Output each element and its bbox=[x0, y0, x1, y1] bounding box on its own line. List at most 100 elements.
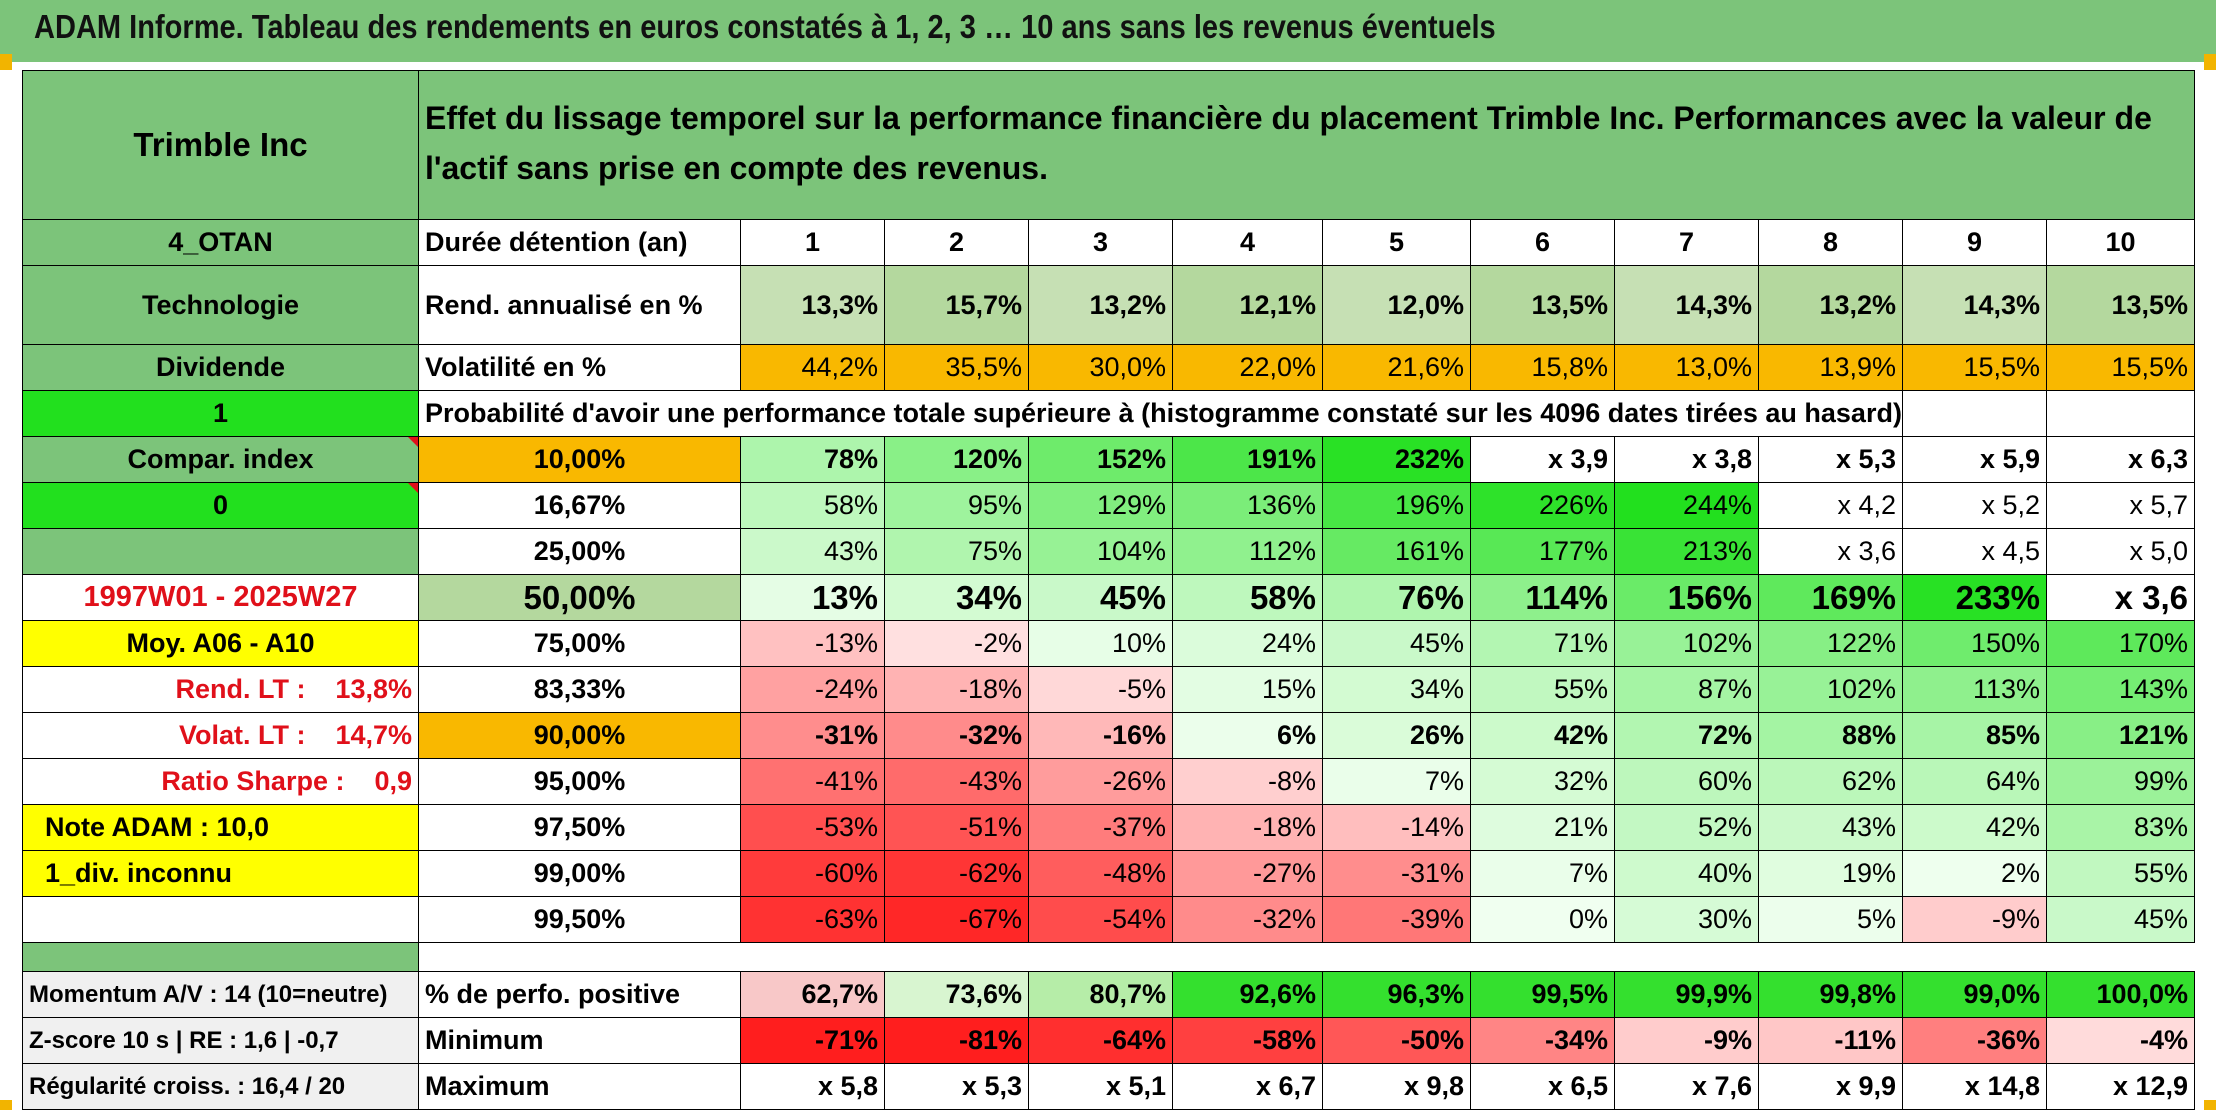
positive-perf-cell: 99,9% bbox=[1614, 971, 1759, 1018]
quantile-cell: 177% bbox=[1470, 528, 1615, 575]
quantile-cell: 42% bbox=[1470, 712, 1615, 759]
minimum-cell: -9% bbox=[1614, 1017, 1759, 1064]
blank-label-cell bbox=[22, 528, 419, 575]
quantile-cell: x 3,8 bbox=[1614, 436, 1759, 483]
annual-return-cell: 13,3% bbox=[740, 265, 885, 345]
quantile-cell: 13% bbox=[740, 574, 885, 621]
positive-perf-cell: 80,7% bbox=[1028, 971, 1173, 1018]
quantile-cell: 6% bbox=[1172, 712, 1323, 759]
quantile-cell: 102% bbox=[1614, 620, 1759, 667]
quantile-cell: 45% bbox=[1322, 620, 1471, 667]
spacer-cell bbox=[417, 942, 2195, 972]
quantile-cell: 55% bbox=[1470, 666, 1615, 713]
maximum-cell: x 6,5 bbox=[1470, 1063, 1615, 1110]
quantile-cell: 45% bbox=[1028, 574, 1173, 621]
volatility-cell: 15,5% bbox=[1902, 344, 2047, 391]
quantile-cell: 24% bbox=[1172, 620, 1323, 667]
positive-perf-cell: 99,8% bbox=[1758, 971, 1903, 1018]
annual-return-cell: 12,1% bbox=[1172, 265, 1323, 345]
quantile-cell: x 4,5 bbox=[1902, 528, 2047, 575]
note-adam-label: Note ADAM : 10,0 bbox=[22, 804, 419, 851]
quantile-cell: 156% bbox=[1614, 574, 1759, 621]
annual-return-cell: 13,5% bbox=[2045, 265, 2196, 345]
maximum-cell: x 9,9 bbox=[1758, 1063, 1903, 1110]
quantile-cell: 45% bbox=[2045, 896, 2196, 943]
quantile-cell: -53% bbox=[740, 804, 885, 851]
quantile-cell: -5% bbox=[1028, 666, 1173, 713]
year-header: 10 bbox=[2045, 219, 2196, 266]
quantile-label: 99,00% bbox=[418, 850, 741, 897]
quantile-cell: 34% bbox=[1322, 666, 1471, 713]
quantile-label: 95,00% bbox=[418, 758, 741, 805]
volat-lt-label: Volat. LT : 14,7% bbox=[22, 712, 419, 759]
quantile-cell: 60% bbox=[1614, 758, 1759, 805]
quantile-cell: 113% bbox=[1902, 666, 2047, 713]
compar-index-value: 0 bbox=[22, 482, 419, 529]
blank-label-cell bbox=[22, 896, 419, 943]
quantile-cell: 152% bbox=[1028, 436, 1173, 483]
quantile-cell: -54% bbox=[1028, 896, 1173, 943]
quantile-cell: -48% bbox=[1028, 850, 1173, 897]
minimum-cell: -81% bbox=[884, 1017, 1029, 1064]
minimum-cell: -36% bbox=[1902, 1017, 2047, 1064]
quantile-cell: -51% bbox=[884, 804, 1029, 851]
volatility-cell: 22,0% bbox=[1172, 344, 1323, 391]
quantile-cell: 120% bbox=[884, 436, 1029, 483]
quantile-cell: 88% bbox=[1758, 712, 1903, 759]
quantile-cell: 71% bbox=[1470, 620, 1615, 667]
quantile-cell: 7% bbox=[1322, 758, 1471, 805]
minimum-label: Minimum bbox=[418, 1017, 741, 1064]
quantile-cell: 232% bbox=[1322, 436, 1471, 483]
volatility-cell: 15,8% bbox=[1470, 344, 1615, 391]
quantile-cell: 34% bbox=[884, 574, 1029, 621]
period-label: 1997W01 - 2025W27 bbox=[22, 574, 419, 621]
quantile-cell: -13% bbox=[740, 620, 885, 667]
maximum-cell: x 5,3 bbox=[884, 1063, 1029, 1110]
quantile-cell: -41% bbox=[740, 758, 885, 805]
minimum-cell: -64% bbox=[1028, 1017, 1173, 1064]
minimum-cell: -58% bbox=[1172, 1017, 1323, 1064]
quantile-label: 16,67% bbox=[418, 482, 741, 529]
quantile-cell: -24% bbox=[740, 666, 885, 713]
code-label: 4_OTAN bbox=[22, 219, 419, 266]
table-description: Effet du lissage temporel sur la perform… bbox=[417, 70, 2196, 220]
quantile-cell: -27% bbox=[1172, 850, 1323, 897]
quantile-cell: -62% bbox=[884, 850, 1029, 897]
positive-perf-cell: 73,6% bbox=[884, 971, 1029, 1018]
quantile-cell: -2% bbox=[884, 620, 1029, 667]
quantile-cell: 143% bbox=[2045, 666, 2196, 713]
quantile-cell: -31% bbox=[1322, 850, 1471, 897]
quantile-cell: 191% bbox=[1172, 436, 1323, 483]
annual-return-cell: 12,0% bbox=[1322, 265, 1471, 345]
quantile-cell: 32% bbox=[1470, 758, 1615, 805]
quantile-cell: 85% bbox=[1902, 712, 2047, 759]
dividend-value: 1 bbox=[22, 390, 419, 437]
quantile-label: 25,00% bbox=[418, 528, 741, 575]
positive-perf-cell: 99,5% bbox=[1470, 971, 1615, 1018]
quantile-cell: 21% bbox=[1470, 804, 1615, 851]
quantile-cell: 0% bbox=[1470, 896, 1615, 943]
rend-label: Rend. annualisé en % bbox=[418, 265, 741, 345]
annual-return-cell: 13,2% bbox=[1758, 265, 1903, 345]
quantile-cell: x 5,7 bbox=[2045, 482, 2196, 529]
year-header: 6 bbox=[1470, 219, 1615, 266]
volatility-label: Volatilité en % bbox=[418, 344, 741, 391]
momentum-label: Momentum A/V : 14 (10=neutre) bbox=[22, 971, 419, 1018]
positive-perf-cell: 92,6% bbox=[1172, 971, 1323, 1018]
year-header: 1 bbox=[740, 219, 885, 266]
quantile-label: 10,00% bbox=[418, 436, 741, 483]
volatility-cell: 44,2% bbox=[740, 344, 885, 391]
quantile-cell: 78% bbox=[740, 436, 885, 483]
quantile-cell: 5% bbox=[1758, 896, 1903, 943]
maximum-cell: x 14,8 bbox=[1902, 1063, 2047, 1110]
quantile-cell: -63% bbox=[740, 896, 885, 943]
sector-label: Technologie bbox=[22, 265, 419, 345]
regularite-label: Régularité croiss. : 16,4 / 20 bbox=[22, 1063, 419, 1110]
duration-label: Durée détention (an) bbox=[418, 219, 741, 266]
minimum-cell: -50% bbox=[1322, 1017, 1471, 1064]
quantile-cell: 83% bbox=[2045, 804, 2196, 851]
quantile-cell: 233% bbox=[1902, 574, 2047, 621]
quantile-cell: 64% bbox=[1902, 758, 2047, 805]
annual-return-cell: 14,3% bbox=[1902, 265, 2047, 345]
annual-return-cell: 15,7% bbox=[884, 265, 1029, 345]
